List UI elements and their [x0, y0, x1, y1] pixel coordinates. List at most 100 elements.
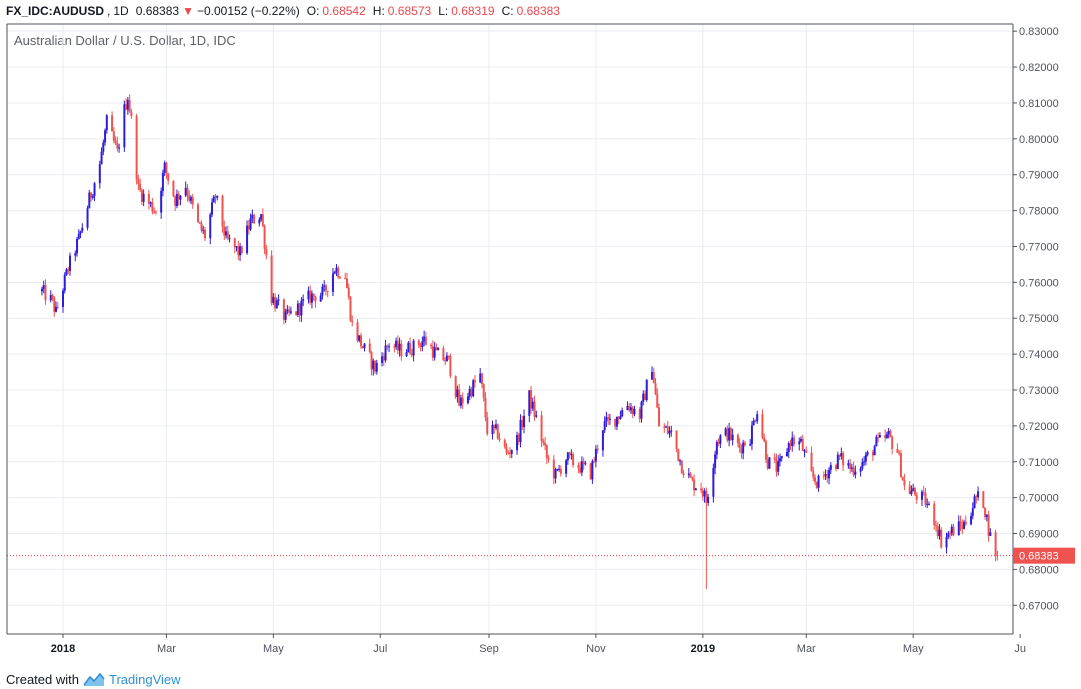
candle-down: [370, 352, 373, 370]
candle-down: [656, 394, 659, 408]
candle-up: [77, 233, 80, 239]
tradingview-link[interactable]: TradingView: [108, 672, 181, 687]
candle-up: [258, 219, 261, 224]
interval-label[interactable]: 1D: [113, 4, 129, 18]
candle-down: [288, 309, 291, 313]
y-tick-label: 0.74000: [1019, 349, 1059, 361]
candle-up: [472, 380, 475, 397]
candle-down: [196, 204, 199, 222]
open-label: O:: [306, 4, 320, 18]
candle-up: [715, 441, 718, 455]
candle-down: [589, 463, 592, 480]
candle-down: [274, 297, 277, 309]
candle-up: [319, 295, 322, 302]
candle-down: [631, 407, 634, 415]
candle-down: [324, 285, 327, 291]
candle-up: [160, 190, 163, 213]
candle-up: [927, 503, 930, 505]
chart-header: FX_IDC:AUDUSD , 1D 0.68383 ▼ −0.00152 (−…: [6, 2, 560, 20]
candle-down: [896, 448, 899, 453]
separator-comma: ,: [107, 4, 111, 18]
candle-down: [360, 335, 363, 347]
candle-up: [79, 231, 82, 234]
candle-down: [431, 346, 434, 358]
candle-down: [188, 195, 191, 201]
candle-up: [712, 467, 715, 497]
candle-down: [617, 416, 620, 419]
candle-up: [945, 536, 948, 548]
candle-up: [687, 473, 690, 476]
candle-down: [191, 197, 194, 205]
candle-up: [412, 340, 415, 356]
candle-down: [349, 296, 352, 321]
candle-up: [88, 192, 91, 209]
candle-down: [223, 226, 226, 236]
candle-down: [582, 461, 585, 465]
candle-up: [459, 397, 462, 406]
candle-up: [957, 521, 960, 536]
candle-up: [665, 426, 668, 428]
candle-up: [938, 529, 941, 537]
candle-up: [74, 253, 77, 256]
x-tick-label: 2019: [691, 643, 715, 655]
candle-down: [282, 299, 285, 320]
candle-down: [754, 420, 757, 422]
candle-down: [435, 347, 438, 351]
symbol-label[interactable]: FX_IDC:AUDUSD: [6, 4, 105, 18]
candle-up: [510, 450, 513, 454]
candle-up: [225, 231, 228, 236]
candle-down: [810, 452, 813, 472]
candle-up: [778, 458, 781, 462]
candle-up: [76, 238, 79, 254]
candle-up: [971, 508, 974, 516]
x-tick-label: Ju: [1014, 643, 1026, 655]
candle-up: [558, 468, 561, 470]
candle-up: [104, 130, 107, 143]
candle-up: [565, 460, 568, 474]
candle-up: [633, 408, 636, 415]
candle-up: [81, 227, 84, 232]
candle-up: [277, 299, 280, 301]
candle-down: [643, 393, 646, 400]
candle-down: [396, 340, 399, 351]
candle-up: [777, 461, 780, 472]
candle-down: [545, 445, 548, 458]
candle-up: [296, 303, 299, 315]
candle-up: [531, 401, 534, 409]
candle-up: [950, 526, 953, 534]
candle-up: [780, 456, 783, 459]
candle-down: [775, 460, 778, 472]
candle-up: [437, 348, 440, 351]
candle-up: [307, 290, 310, 300]
down-triangle-icon: ▼: [182, 4, 194, 18]
candle-down: [112, 131, 115, 141]
candle-down: [53, 297, 56, 312]
candle-up: [768, 457, 771, 469]
candle-down: [44, 285, 47, 301]
candle-up: [209, 214, 212, 239]
candle-up: [333, 271, 336, 274]
candle-up: [859, 468, 862, 472]
candle-down: [521, 420, 524, 428]
candle-up: [398, 343, 401, 351]
candle-up: [102, 142, 105, 152]
candle-down: [705, 490, 708, 503]
candle-down: [922, 491, 925, 493]
candle-down: [936, 526, 939, 537]
candle-down: [540, 415, 543, 441]
candle-up: [63, 274, 66, 291]
candle-down: [682, 473, 685, 476]
y-tick-label: 0.83000: [1019, 26, 1059, 38]
candle-up: [850, 467, 853, 469]
time-axis[interactable]: 2018 Mar May Jul Sep Nov 2019 Mar May Ju: [51, 634, 1026, 655]
candle-down: [812, 471, 815, 478]
candle-up: [289, 311, 292, 313]
candle-down: [203, 229, 206, 239]
candle-down: [139, 183, 142, 190]
x-tick-label: Sep: [479, 643, 499, 655]
price-axis[interactable]: 0.67000 0.68000 0.69000 0.70000 0.71000 0.720…: [1013, 26, 1059, 612]
candle-down: [764, 441, 767, 460]
high-value: 0.68573: [387, 4, 432, 18]
candle-up: [824, 474, 827, 476]
